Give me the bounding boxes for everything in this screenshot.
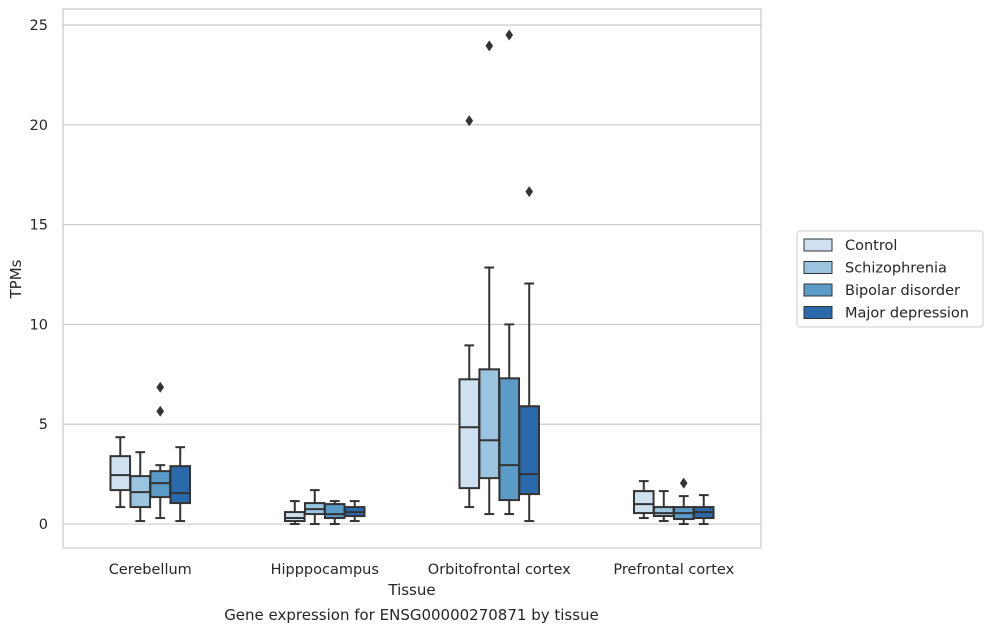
outlier-point: [156, 405, 165, 417]
box-0-3: [169, 446, 192, 523]
legend: Control Schizophrenia Bipolar disorder Majo…: [796, 230, 984, 328]
y-axis-label: TPMs: [7, 259, 25, 299]
outlier-point: [465, 115, 474, 127]
box-rect: [109, 455, 132, 492]
x-axis-label: Tissue: [387, 581, 435, 599]
box-3-3: [692, 494, 715, 526]
x-tick-label: Prefrontal cortex: [613, 562, 734, 578]
y-tick-label: 20: [30, 118, 48, 134]
box-3-0: [632, 480, 655, 520]
outlier-point: [485, 40, 494, 52]
box-1-3: [343, 500, 366, 523]
legend-swatch: [803, 306, 833, 319]
x-tick-labels: Cerebellum Hipppocampus Orbitofrontal cort…: [109, 562, 735, 578]
outlier-point: [156, 381, 165, 393]
legend-frame: [796, 230, 984, 328]
box-0-2: [149, 381, 172, 520]
plot-frame: [62, 8, 762, 549]
box-rect: [478, 368, 501, 480]
box-rect: [458, 378, 481, 490]
box-2-3: [518, 186, 541, 523]
y-tick-labels: 0 5 10 15 20 25: [30, 18, 48, 533]
box-1-1: [303, 489, 326, 526]
figure-caption: Gene expression for ENSG00000270871 by t…: [224, 606, 599, 624]
box-2-2: [498, 29, 521, 516]
box-3-1: [652, 490, 675, 523]
y-tick-label: 0: [39, 517, 48, 533]
outlier-point: [679, 477, 688, 489]
box-rect: [498, 377, 521, 502]
x-tick-label: Cerebellum: [109, 562, 192, 578]
legend-swatch: [803, 283, 833, 297]
legend-label: Bipolar disorder: [845, 283, 960, 299]
boxes: [109, 29, 715, 526]
box-2-0: [458, 115, 481, 509]
y-tick-label: 25: [30, 18, 48, 34]
y-tick-label: 5: [39, 417, 48, 433]
legend-swatch: [803, 238, 833, 252]
box-rect: [652, 506, 675, 518]
box-rect: [169, 465, 192, 505]
box-0-0: [109, 436, 132, 509]
gridlines: [63, 24, 761, 525]
box-1-0: [283, 500, 306, 526]
outlier-point: [525, 186, 534, 198]
box-rect: [518, 405, 541, 496]
box-2-1: [478, 40, 501, 516]
legend-label: Schizophrenia: [845, 261, 947, 277]
x-tick-label: Hipppocampus: [271, 562, 379, 578]
box-rect: [283, 511, 306, 523]
y-tick-label: 10: [30, 317, 48, 333]
y-tick-label: 15: [30, 218, 48, 234]
legend-swatch: [803, 261, 833, 274]
box-1-2: [323, 500, 346, 526]
x-tick-label: Orbitofrontal cortex: [428, 562, 571, 578]
outlier-point: [505, 29, 514, 41]
box-3-2: [672, 477, 695, 526]
box-rect: [632, 490, 655, 515]
legend-label: Major depression: [845, 306, 969, 322]
box-0-1: [129, 451, 152, 523]
box-rect: [323, 503, 346, 520]
legend-label: Control: [845, 238, 897, 254]
